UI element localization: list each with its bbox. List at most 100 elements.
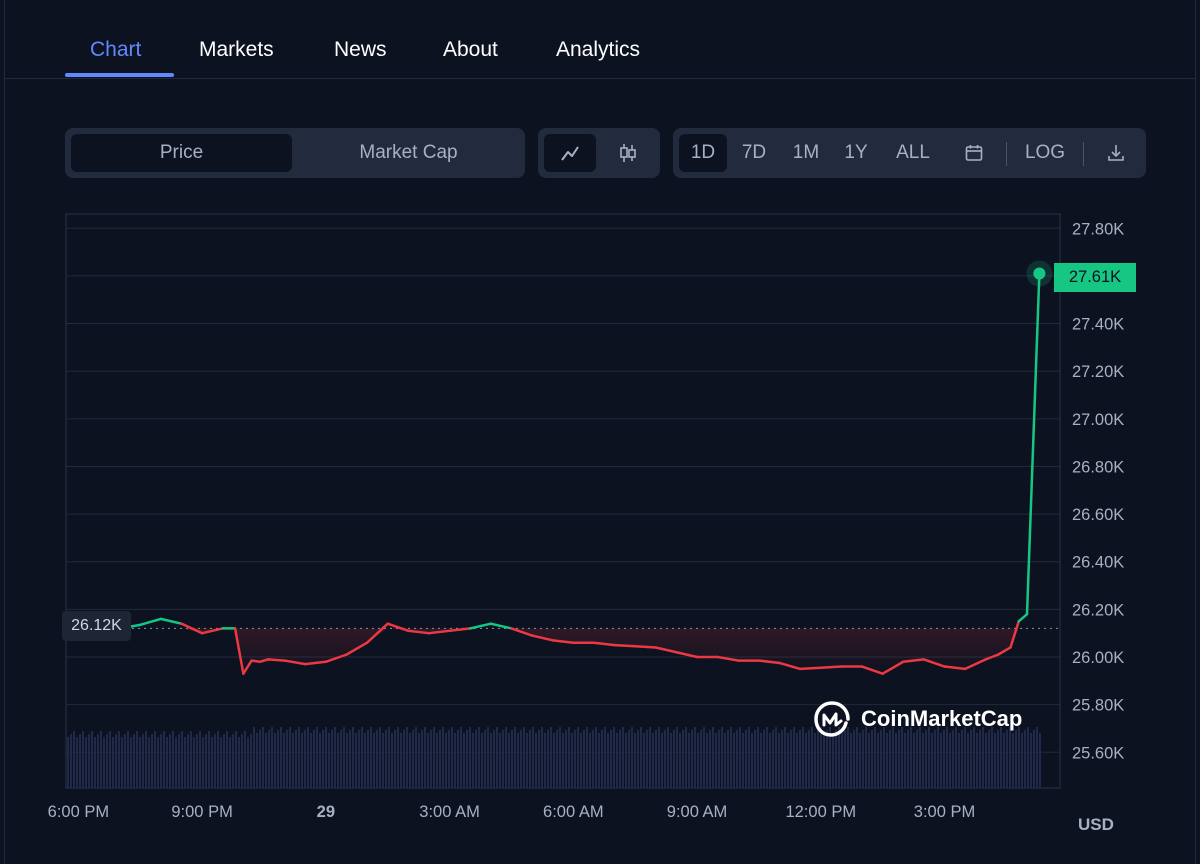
price-line-segment (1017, 612, 1029, 623)
volume-bar (490, 733, 492, 788)
volume-bar (382, 733, 384, 788)
volume-bar (967, 733, 969, 788)
volume-bar (709, 730, 711, 788)
tab-markets[interactable]: Markets (199, 38, 274, 61)
volume-bar (886, 733, 888, 788)
volume-bar (646, 730, 648, 788)
price-line-segment (757, 659, 781, 665)
volume-bar (367, 730, 369, 788)
volume-bar (568, 727, 570, 788)
volume-bar (511, 730, 513, 788)
range-toolbar: 1D 7D 1M 1Y ALL LOG (673, 128, 1146, 178)
volume-bar (1009, 727, 1011, 788)
volume-bar (529, 730, 531, 788)
y-tick-label: 27.80K (1072, 220, 1124, 238)
price-line-segment (551, 639, 575, 644)
volume-bar (403, 730, 405, 788)
volume-bar (292, 733, 294, 788)
volume-bar (130, 737, 132, 788)
x-tick-label: 3:00 AM (419, 803, 480, 821)
volume-bar (643, 733, 645, 788)
volume-bar (547, 730, 549, 788)
tab-news[interactable]: News (334, 38, 387, 61)
log-scale-button[interactable]: LOG (1024, 142, 1066, 163)
download-button[interactable] (1093, 134, 1139, 172)
volume-bar (1012, 733, 1014, 788)
volume-bar (304, 730, 306, 788)
volume-bar (199, 731, 201, 788)
volume-bar (913, 733, 915, 788)
price-line-segment (365, 622, 389, 644)
volume-bar (664, 730, 666, 788)
market-cap-button[interactable]: Market Cap (359, 142, 458, 163)
volume-bar (964, 727, 966, 788)
volume-bar (427, 733, 429, 788)
volume-bar (949, 733, 951, 788)
volume-bar (952, 730, 954, 788)
range-all-button[interactable]: ALL (896, 142, 930, 163)
current-price-badge: 27.61K (1054, 263, 1136, 292)
volume-bar (298, 727, 300, 788)
range-1d-button[interactable]: 1D (679, 134, 727, 172)
price-line-segment (283, 659, 307, 666)
volume-bar (805, 733, 807, 788)
volume-bar (685, 727, 687, 788)
volume-bar (313, 730, 315, 788)
volume-bar (937, 727, 939, 788)
volume-bar (391, 733, 393, 788)
volume-bar (766, 727, 768, 788)
volume-bar (694, 727, 696, 788)
volume-bar (781, 730, 783, 788)
volume-bar (742, 733, 744, 788)
y-tick-label: 26.00K (1072, 649, 1124, 667)
volume-bar (553, 733, 555, 788)
volume-bar (808, 730, 810, 788)
volume-bar (517, 733, 519, 788)
volume-bar (538, 730, 540, 788)
volume-bar (358, 730, 360, 788)
volume-bar (1021, 733, 1023, 788)
volume-bar (631, 727, 633, 788)
volume-bar (634, 733, 636, 788)
y-tick-label: 25.60K (1072, 744, 1124, 762)
volume-bar (877, 733, 879, 788)
volume-bar (286, 730, 288, 788)
volume-bar (931, 733, 933, 788)
volume-bar (229, 737, 231, 788)
volume-bar (274, 733, 276, 788)
line-chart-button[interactable] (544, 134, 596, 172)
volume-bar (1027, 727, 1029, 788)
volume-bar (556, 730, 558, 788)
tab-analytics[interactable]: Analytics (556, 38, 641, 61)
price-button[interactable]: Price (71, 134, 292, 172)
volume-bar (271, 727, 273, 788)
tab-about[interactable]: About (443, 38, 498, 61)
volume-bar (979, 730, 981, 788)
volume-bar (814, 733, 816, 788)
volume-bar (757, 727, 759, 788)
volume-bar (1015, 730, 1017, 788)
volume-bar (550, 727, 552, 788)
volume-bar (361, 727, 363, 788)
volume-bar (667, 727, 669, 788)
candlestick-button[interactable] (602, 134, 654, 172)
volume-bar (487, 727, 489, 788)
volume-bar (160, 734, 162, 788)
volume-bar (691, 730, 693, 788)
range-1m-button[interactable]: 1M (792, 142, 820, 163)
tab-chart[interactable]: Chart (90, 38, 142, 61)
volume-bar (148, 737, 150, 788)
range-7d-button[interactable]: 7D (741, 142, 767, 163)
calendar-button[interactable] (951, 134, 997, 172)
volume-bar (484, 730, 486, 788)
volume-bar (874, 727, 876, 788)
volume-bar (727, 730, 729, 788)
volume-bar (883, 727, 885, 788)
range-1y-button[interactable]: 1Y (844, 142, 868, 163)
price-line-segment (386, 622, 410, 633)
volume-bar (73, 731, 75, 788)
volume-bar (823, 733, 825, 788)
volume-bar (748, 727, 750, 788)
coinmarketcap-watermark: CoinMarketCap (813, 698, 1022, 740)
